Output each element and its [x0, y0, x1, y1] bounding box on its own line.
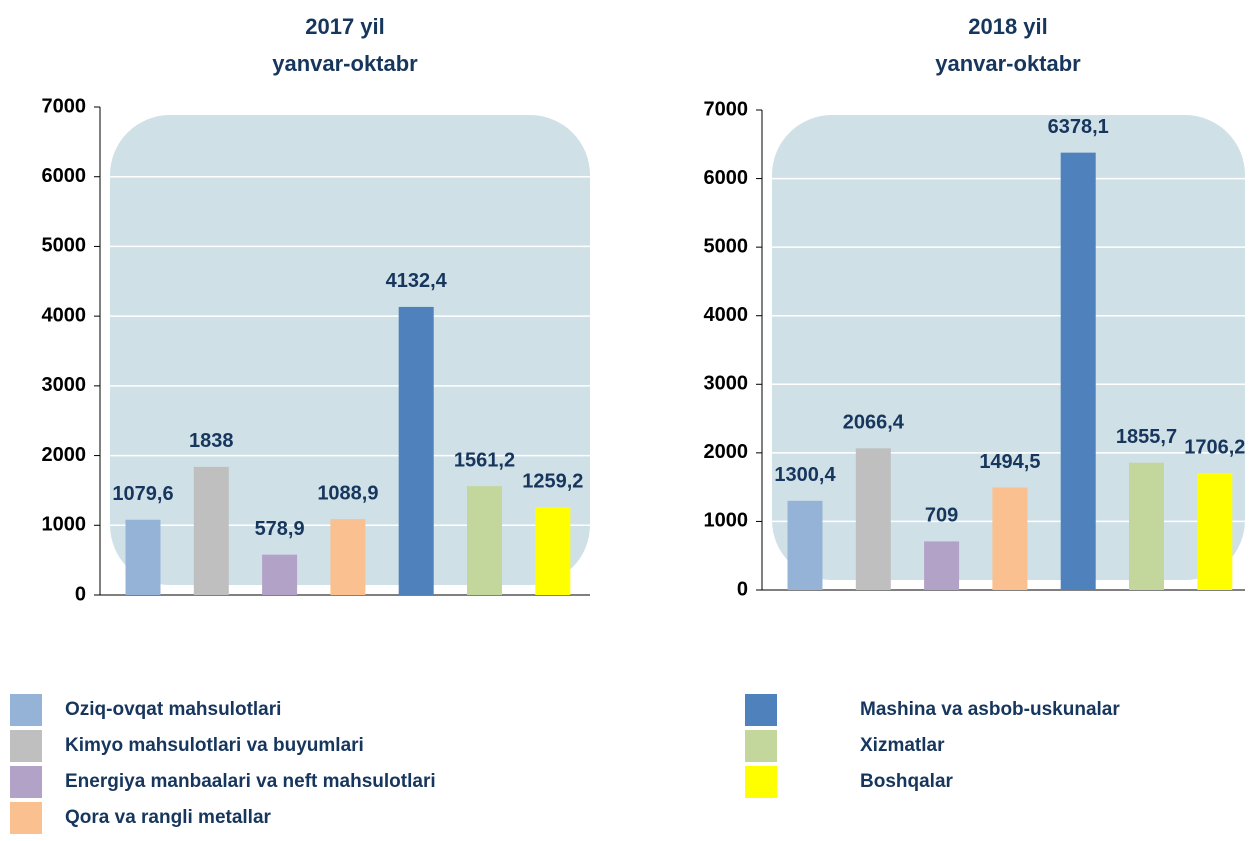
value-label: 1561,2 — [454, 449, 515, 471]
y-tick-label: 3000 — [704, 373, 749, 395]
bar — [924, 541, 960, 590]
value-label: 1838 — [189, 430, 234, 452]
legend-swatch — [745, 694, 777, 726]
y-tick-label: 6000 — [704, 167, 749, 189]
bar — [1129, 462, 1164, 590]
value-label: 1300,4 — [774, 464, 836, 486]
value-label: 6378,1 — [1048, 116, 1109, 138]
y-tick-label: 7000 — [42, 95, 87, 117]
legend-swatch — [10, 730, 42, 762]
legend-swatch — [10, 802, 42, 834]
bar — [535, 507, 571, 595]
value-label: 4132,4 — [386, 270, 448, 292]
value-label: 1088,9 — [317, 482, 378, 504]
chart-subtitle: yanvar-oktabr — [935, 51, 1081, 76]
legend-label: Mashina va asbob-uskunalar — [860, 699, 1120, 720]
value-label: 1706,2 — [1184, 436, 1245, 458]
bar — [398, 306, 434, 595]
legend-label: Xizmatlar — [860, 735, 945, 756]
bar — [787, 500, 823, 590]
value-label: 2066,4 — [843, 412, 905, 434]
legend-label: Boshqalar — [860, 771, 954, 792]
y-tick-label: 2000 — [42, 444, 87, 466]
value-label: 1855,7 — [1116, 426, 1177, 448]
legend-label: Oziq-ovqat mahsulotlari — [65, 699, 281, 720]
legend-swatch — [745, 730, 777, 762]
y-tick-label: 6000 — [42, 165, 87, 187]
bar — [125, 519, 161, 595]
map-background — [110, 115, 590, 585]
legend-swatch — [10, 766, 42, 798]
y-tick-label: 3000 — [42, 374, 87, 396]
y-tick-label: 1000 — [42, 514, 87, 536]
y-tick-label: 5000 — [704, 235, 749, 257]
bar — [992, 487, 1028, 590]
chart-title: 2017 yil — [305, 14, 385, 39]
bar — [262, 554, 298, 595]
y-tick-label: 2000 — [704, 441, 749, 463]
bar — [1197, 473, 1233, 590]
bar — [193, 466, 229, 595]
y-tick-label: 1000 — [704, 510, 749, 532]
bar — [467, 486, 502, 595]
bar — [1060, 152, 1096, 590]
bar — [855, 448, 891, 590]
y-tick-label: 0 — [737, 578, 748, 600]
y-tick-label: 4000 — [704, 304, 749, 326]
y-tick-label: 5000 — [42, 235, 87, 257]
y-tick-label: 0 — [75, 583, 86, 605]
value-label: 1259,2 — [522, 470, 583, 492]
legend-swatch — [10, 694, 42, 726]
value-label: 709 — [925, 505, 958, 527]
legend-label: Kimyo mahsulotlari va buyumlari — [65, 735, 364, 756]
legend-label: Energiya manbaalari va neft mahsulotlari — [65, 771, 436, 792]
value-label: 1494,5 — [979, 451, 1040, 473]
bar — [330, 519, 366, 595]
value-label: 578,9 — [255, 518, 305, 540]
chart-title: 2018 yil — [968, 14, 1048, 39]
y-tick-label: 4000 — [42, 304, 87, 326]
legend-label: Qora va rangli metallar — [65, 807, 272, 828]
y-tick-label: 7000 — [704, 98, 749, 120]
chart-subtitle: yanvar-oktabr — [272, 51, 418, 76]
legend-swatch — [745, 766, 777, 798]
value-label: 1079,6 — [112, 483, 173, 505]
